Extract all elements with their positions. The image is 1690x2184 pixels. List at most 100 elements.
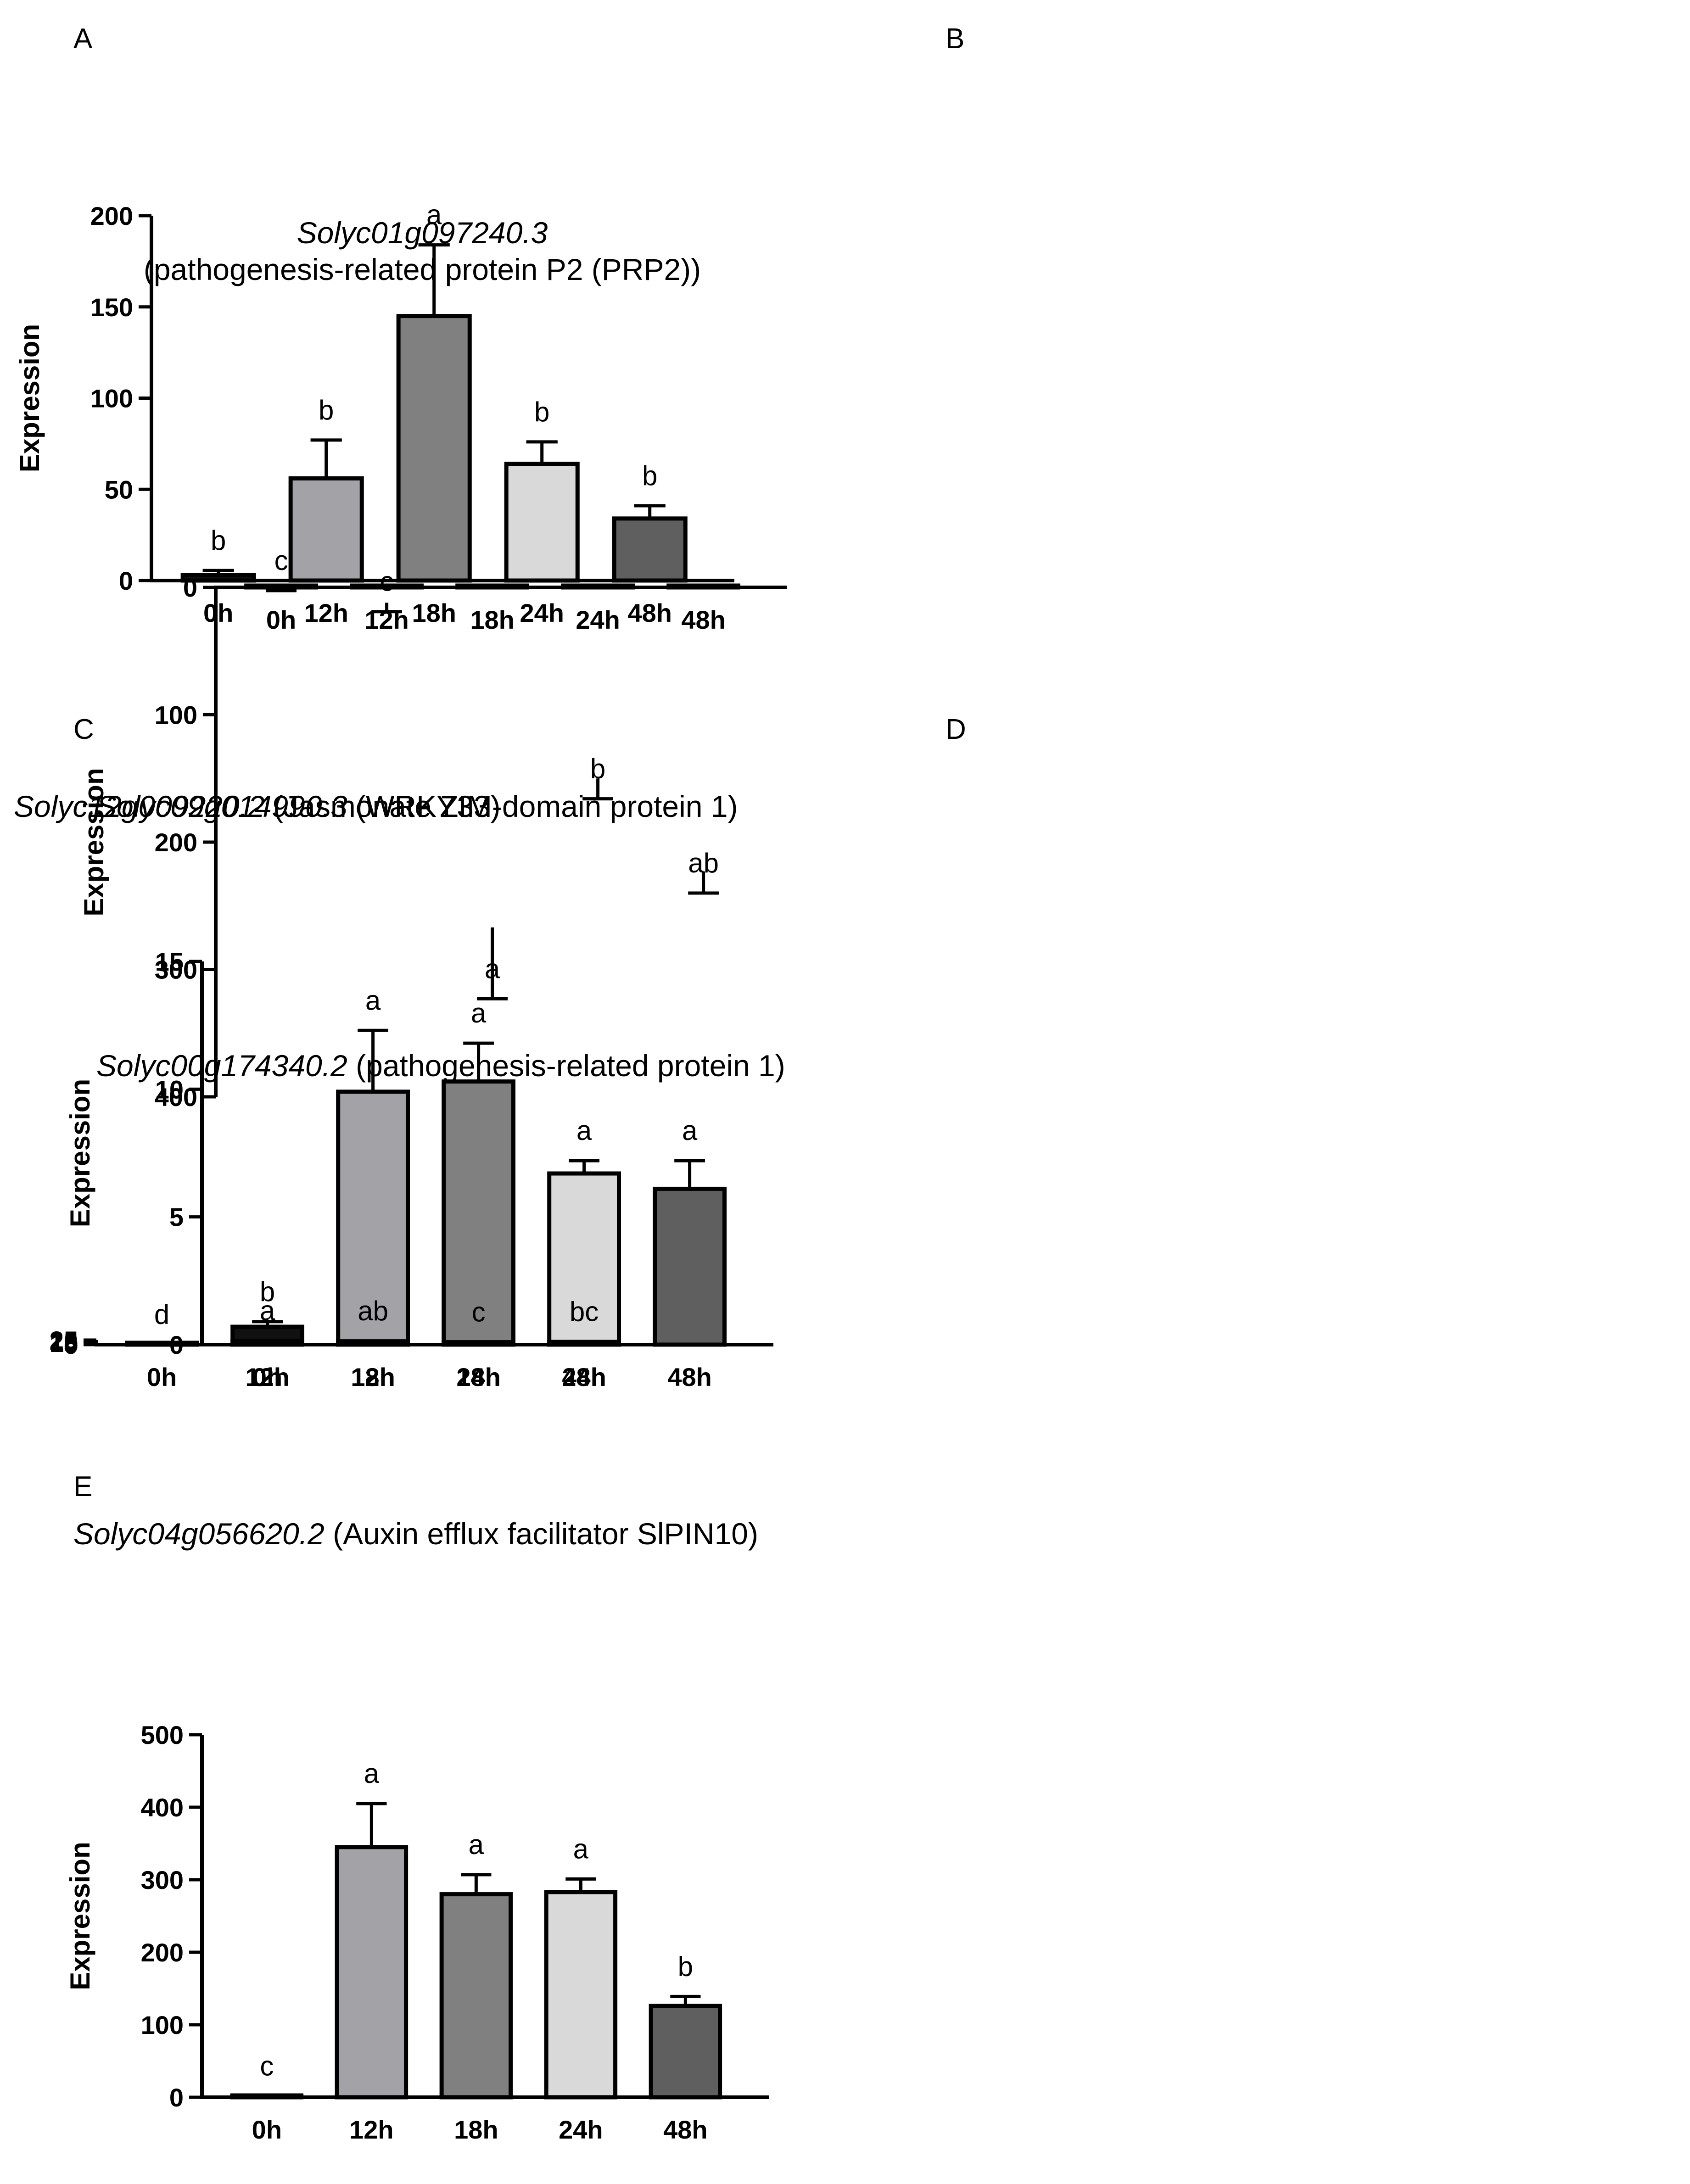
bar — [455, 583, 530, 590]
bar — [396, 314, 472, 583]
chart-title-gene: Solyc00g174340.2 — [96, 1049, 347, 1083]
significance-label: a — [471, 998, 487, 1028]
significance-label: b — [260, 1276, 275, 1307]
x-tick-label: 24h — [562, 1363, 606, 1391]
y-tick-label: 100 — [155, 701, 197, 730]
x-tick-label: 18h — [456, 1363, 501, 1391]
x-tick-label: 12h — [349, 2115, 394, 2144]
y-tick-label: 5 — [169, 1203, 184, 1232]
significance-label: b — [319, 395, 334, 425]
y-tick-label: 200 — [90, 201, 133, 230]
x-tick-label: 18h — [454, 2115, 498, 2144]
significance-label: a — [260, 1295, 275, 1326]
x-tick-label: 0h — [147, 1363, 177, 1391]
y-axis-label: Expression — [78, 768, 109, 916]
panel-e: E Solyc04g056620.2 (Auxin efflux facilita… — [65, 1471, 769, 2144]
y-tick-label: 400 — [155, 1083, 197, 1112]
significance-label: bc — [570, 1296, 599, 1327]
bar — [561, 583, 635, 590]
y-tick-label: 15 — [155, 947, 184, 976]
chart-title-desc: (pathogenesis-related protein P2 (PRP2)) — [144, 252, 701, 286]
y-tick-label: 500 — [141, 1720, 184, 1749]
x-tick-label: 18h — [412, 598, 456, 627]
significance-label: b — [678, 1951, 693, 1982]
significance-label: c — [260, 2051, 274, 2082]
bar — [649, 2004, 722, 2100]
bar — [439, 1892, 513, 2100]
y-tick-label: 25 — [50, 1326, 78, 1355]
y-tick-label: 300 — [141, 1866, 184, 1894]
x-tick-label: 12h — [304, 598, 348, 627]
significance-label: c — [274, 545, 288, 576]
bar — [612, 516, 688, 583]
y-tick-label: 0 — [169, 2083, 184, 2112]
panel-b: B Solyc00g174340.2 (pathogenesis-related … — [78, 23, 964, 1112]
x-tick-label: 24h — [559, 2115, 603, 2144]
y-tick-label: 400 — [141, 1793, 184, 1822]
y-tick-label: 10 — [50, 1329, 78, 1357]
significance-label: b — [211, 525, 226, 556]
significance-label: a — [469, 1829, 484, 1860]
chart-title-desc: (Auxin efflux facilitator SlPIN10) — [325, 1517, 758, 1551]
y-tick-label: 20 — [50, 1327, 78, 1356]
significance-label: b — [590, 754, 605, 784]
panel-letter: B — [946, 23, 964, 55]
y-tick-label: 200 — [141, 1938, 184, 1967]
significance-label: a — [682, 1115, 698, 1146]
x-tick-label: 48h — [681, 605, 726, 634]
bar — [125, 1341, 199, 1347]
significance-label: b — [534, 397, 549, 427]
y-axis-label: Expression — [65, 1079, 95, 1227]
significance-label: a — [576, 1115, 592, 1146]
x-tick-label: 48h — [562, 1363, 606, 1391]
chart-title-desc: (Jasmonate ZIM-domain protein 1) — [265, 789, 738, 823]
x-tick-label: 0h — [203, 598, 233, 627]
chart-title-gene: Solyc12g009220.2 — [14, 789, 265, 823]
significance-label: c — [380, 566, 394, 597]
panel-letter: E — [73, 1471, 92, 1503]
bar — [244, 583, 319, 590]
chart-title-gene: Solyc04g056620.2 — [73, 1517, 325, 1551]
x-tick-label: 0h — [252, 1363, 282, 1391]
x-tick-label: 12h — [351, 1363, 395, 1391]
x-tick-label: 0h — [252, 2115, 282, 2144]
significance-label: d — [154, 1299, 169, 1329]
chart-title-desc: (pathogenesis-related protein 1) — [347, 1049, 785, 1083]
bar — [442, 1340, 516, 1347]
bar — [666, 583, 740, 590]
significance-label: a — [426, 200, 442, 230]
bar — [547, 1340, 621, 1347]
y-tick-label: 200 — [155, 828, 197, 857]
panel-letter: D — [946, 714, 966, 745]
y-tick-label: 100 — [90, 384, 133, 413]
significance-label: a — [573, 1833, 589, 1864]
bar — [504, 462, 580, 583]
x-tick-label: 24h — [520, 598, 564, 627]
x-tick-label: 48h — [627, 598, 672, 627]
x-tick-label: 48h — [663, 2115, 708, 2144]
significance-label: a — [365, 985, 381, 1016]
y-tick-label: 0 — [119, 566, 133, 595]
chart-title: Solyc12g009220.2 (Jasmonate ZIM-domain p… — [14, 789, 738, 823]
y-tick-label: 15 — [50, 1328, 78, 1357]
x-tick-label: 18h — [351, 1363, 395, 1391]
bar — [442, 1079, 516, 1347]
x-tick-label: 12h — [364, 605, 409, 634]
panel-letter: A — [73, 23, 93, 55]
panel-letter: C — [73, 714, 94, 745]
y-tick-label: 5 — [64, 1329, 78, 1358]
y-tick-label: 0 — [64, 1330, 78, 1359]
chart-title: Solyc09g014990.3 (WRKY33) — [96, 789, 501, 823]
x-tick-label: 12h — [245, 1363, 290, 1391]
x-tick-label: 24h — [576, 605, 620, 634]
bar — [653, 1186, 727, 1347]
bar — [350, 583, 424, 590]
bar — [544, 1890, 618, 2100]
x-tick-label: 0h — [266, 605, 296, 634]
y-tick-label: 150 — [90, 293, 133, 322]
significance-label: a — [364, 1758, 380, 1789]
x-tick-label: 18h — [470, 605, 515, 634]
